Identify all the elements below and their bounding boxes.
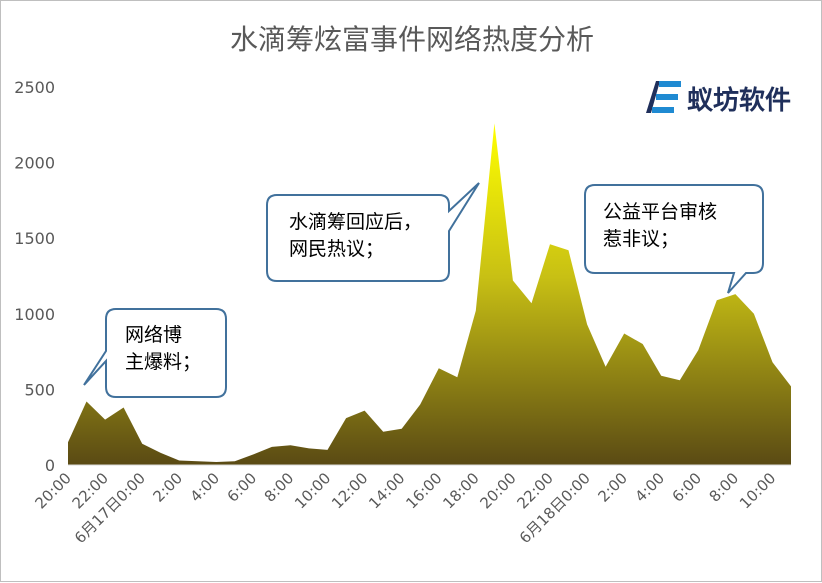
callout-line: 惹非议；: [603, 228, 679, 250]
callout-line: 网民热议；: [289, 238, 384, 260]
y-tick-label: 1000: [14, 305, 55, 324]
logo: 蚁坊软件: [646, 81, 791, 116]
x-tick-label: 4:00: [187, 469, 224, 506]
y-tick-label: 500: [24, 380, 55, 399]
y-tick-label: 1500: [14, 229, 55, 248]
callout-response: 水滴筹回应后， 网民热议；: [266, 182, 480, 282]
series-area: [68, 123, 791, 466]
x-tick-label: 18:00: [439, 469, 482, 512]
callout-line: 公益平台审核: [603, 201, 717, 223]
x-tick-label: 2:00: [150, 469, 187, 506]
y-tick-label: 2500: [14, 78, 55, 97]
x-tick-label: 10:00: [291, 469, 334, 512]
callout-blogger: 网络博主爆料；: [83, 308, 227, 398]
x-tick-label: 20:00: [476, 469, 519, 512]
y-tick-label: 0: [45, 456, 55, 475]
callout-platform-text: 公益平台审核惹非议；: [603, 201, 717, 250]
callout-platform: 公益平台审核惹非议；: [584, 184, 764, 294]
y-tick-label: 2000: [14, 154, 55, 173]
x-tick-label: 6:00: [669, 469, 706, 506]
callout-response-text: 水滴筹回应后， 网民热议；: [289, 211, 422, 260]
x-tick-label: 14:00: [365, 469, 408, 512]
x-tick-label: 4:00: [632, 469, 669, 506]
x-tick-label: 6:00: [224, 469, 261, 506]
x-tick-label: 16:00: [402, 469, 445, 512]
x-tick-label: 20:00: [32, 469, 75, 512]
logo-mark-icon: [646, 81, 681, 113]
x-tick-label: 12:00: [328, 469, 371, 512]
callout-line: 主爆料；: [125, 351, 201, 373]
y-axis: 0 500 1000 1500 2000 2500: [14, 78, 55, 475]
callout-line: 网络博: [125, 324, 182, 346]
callout-line: 水滴筹回应后，: [289, 211, 422, 233]
chart-title: 水滴筹炫富事件网络热度分析: [230, 23, 594, 56]
logo-text: 蚁坊软件: [687, 85, 791, 116]
x-tick-label: 2:00: [594, 469, 631, 506]
callout-blogger-text: 网络博主爆料；: [125, 324, 201, 373]
x-tick-label: 10:00: [736, 469, 779, 512]
